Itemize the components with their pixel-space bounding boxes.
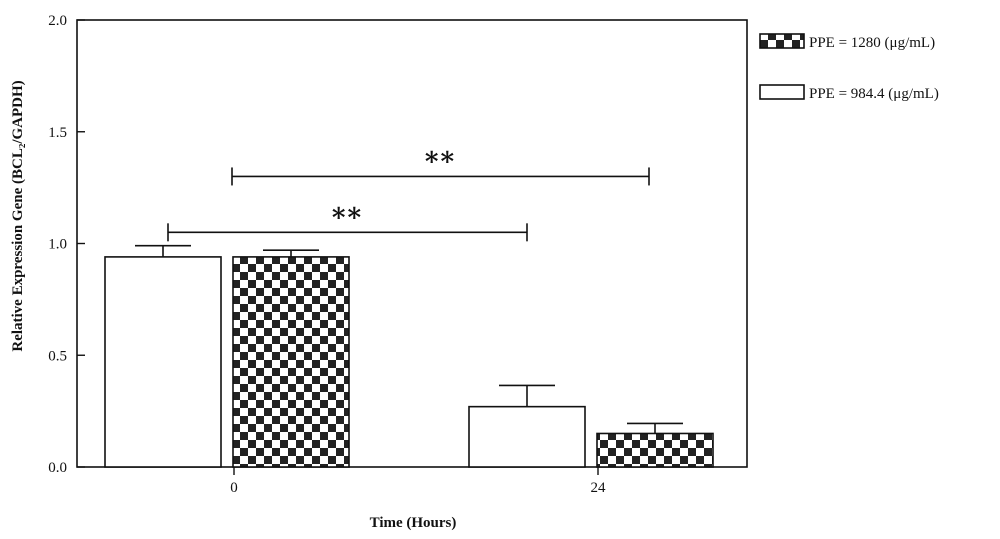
y-tick-label: 0.0: [48, 460, 67, 476]
legend-label: PPE = 984.4 (μg/mL): [809, 86, 939, 102]
y-tick-label: 1.5: [48, 125, 67, 141]
x-tick-label: 0: [230, 480, 238, 496]
legend: PPE = 1280 (μg/mL) PPE = 984.4 (μg/mL): [759, 33, 939, 102]
y-tick-label: 2.0: [48, 13, 67, 29]
x-tick-label: 24: [591, 480, 607, 496]
legend-swatch: [759, 84, 805, 100]
bar: [468, 405, 586, 468]
bar: [232, 256, 350, 468]
y-tick-label: 0.5: [48, 348, 67, 364]
significance-label: **: [332, 203, 363, 233]
bar: [104, 256, 222, 468]
legend-swatch: [759, 33, 805, 49]
y-tick-label: 1.0: [48, 237, 67, 253]
y-axis-title: Relative Expression Gene (BCL₂/GAPDH): [10, 80, 26, 351]
x-axis-title: Time (Hours): [370, 515, 457, 531]
significance-label: **: [425, 147, 456, 177]
bar: [596, 432, 714, 468]
legend-label: PPE = 1280 (μg/mL): [809, 35, 935, 51]
